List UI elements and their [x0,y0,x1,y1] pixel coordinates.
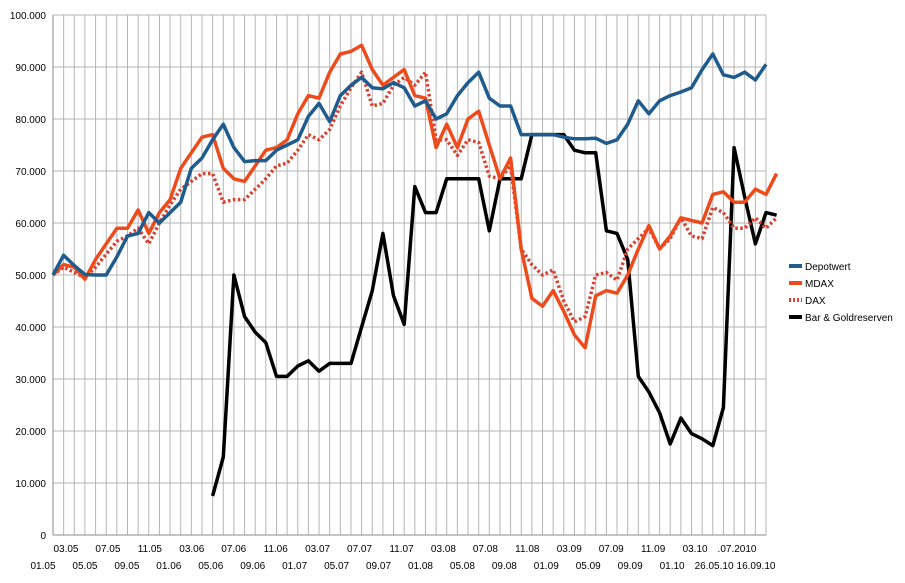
y-tick-label: 90.000 [15,63,46,74]
x-tick-label: 09.05 [114,561,139,572]
y-tick-label: 0 [40,531,46,542]
x-tick-label: .07.2010 [718,544,757,555]
x-tick-label: 09.09 [618,561,643,572]
x-tick-label: 01.10 [660,561,685,572]
y-tick-label: 20.000 [15,427,46,438]
x-tick-label: 11.08 [515,544,540,555]
series-lines [51,43,779,497]
y-tick-label: 10.000 [15,479,46,490]
x-tick-label: 07.08 [473,544,498,555]
x-tick-label: 03.10 [683,544,708,555]
series-line-bar-goldreserven [210,132,778,497]
x-tick-label: 09.08 [492,561,517,572]
x-tick-label: 09.07 [366,561,391,572]
x-tick-label: 16.09.10 [737,561,776,572]
x-tick-label: 05.08 [450,561,475,572]
y-tick-label: 100.000 [10,11,47,22]
series-line-mdax [51,43,779,350]
x-tick-label: 03.09 [557,544,582,555]
x-tick-label: 11.09 [641,544,666,555]
x-tick-label: 03.07 [305,544,330,555]
x-tick-label: 11.06 [264,544,289,555]
legend-label: MDAX [805,279,834,290]
x-tick-label: 11.05 [138,544,163,555]
y-tick-label: 60.000 [15,219,46,230]
y-tick-label: 30.000 [15,375,46,386]
x-tick-label: 01.06 [156,561,181,572]
y-tick-label: 80.000 [15,115,46,126]
x-tick-label: 07.06 [221,544,246,555]
x-tick-label: 26.05.10 [695,561,734,572]
x-tick-label: 03.06 [179,544,204,555]
legend-label: Bar & Goldreserven [805,313,893,324]
x-axis-ticks: 01.05 05.05 09.05 01.06 05.06 09.06 01.07 05.07… [30,544,775,572]
legend-label: Depotwert [805,262,851,273]
x-tick-label: 03.08 [431,544,456,555]
x-tick-label: 11.07 [389,544,414,555]
x-tick-label: 07.09 [599,544,624,555]
y-tick-label: 50.000 [15,271,46,282]
y-tick-label: 70.000 [15,167,46,178]
y-tick-label: 40.000 [15,323,46,334]
y-axis-ticks: 0 10.000 20.000 30.000 40.000 50.000 60.000 70.… [10,11,47,542]
series-line-depotwert [51,52,768,277]
x-tick-label: 03.05 [53,544,78,555]
x-tick-label: 07.07 [347,544,372,555]
x-tick-label: 01.08 [408,561,433,572]
x-tick-label: 05.06 [198,561,223,572]
x-tick-label: 01.05 [30,561,55,572]
x-tick-label: 05.09 [576,561,601,572]
x-tick-label: 01.07 [282,561,307,572]
x-tick-label: 05.05 [72,561,97,572]
x-tick-label: 09.06 [240,561,265,572]
x-tick-label: 05.07 [324,561,349,572]
legend: Depotwert MDAX DAX Bar & Goldreserven [789,262,893,324]
x-tick-label: 01.09 [534,561,559,572]
plot-grid [52,14,767,536]
x-tick-label: 07.05 [95,544,120,555]
legend-label: DAX [805,296,826,307]
